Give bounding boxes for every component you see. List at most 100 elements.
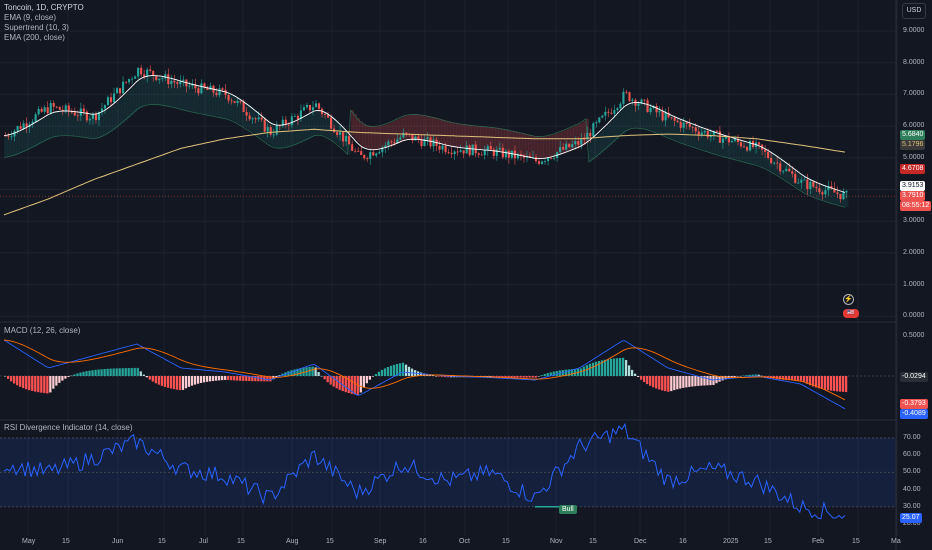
macd-histogram-bar (224, 376, 227, 380)
supertrend-band (362, 123, 367, 148)
supertrend-band (91, 114, 95, 139)
supertrend-band (757, 145, 761, 166)
supertrend-band (205, 87, 210, 115)
currency-selector[interactable]: USD (902, 3, 926, 19)
candle-body (384, 145, 387, 148)
macd-histogram-bar (175, 376, 179, 390)
macd-histogram-bar (422, 373, 426, 376)
candle-body (326, 114, 330, 118)
supertrend-band (305, 115, 309, 140)
macd-histogram-bar (245, 376, 248, 381)
flash-icon[interactable]: ⚡ (843, 294, 854, 305)
supertrend-band (751, 143, 755, 165)
macd-histogram-bar (721, 376, 724, 381)
candle-body (453, 151, 456, 155)
macd-histogram-bar (649, 376, 652, 386)
price-axis-label: 9.0000 (903, 27, 925, 34)
macd-histogram-bar (299, 368, 302, 376)
candle-body (595, 122, 598, 124)
candle-body (670, 117, 673, 119)
macd-histogram-bar (332, 376, 335, 387)
macd-histogram-bar (404, 364, 408, 376)
macd-histogram-bar (221, 376, 224, 381)
supertrend-band (88, 113, 92, 138)
macd-histogram-bar (567, 369, 570, 376)
ema200-line (3, 128, 846, 216)
macd-line-tag: -0.4089 (900, 409, 928, 419)
candle-body (637, 103, 640, 106)
macd-histogram-bar (501, 376, 504, 378)
candle-body (531, 156, 535, 158)
supertrend-band (630, 103, 635, 129)
macd-histogram-bar (302, 367, 305, 376)
candle-body (158, 78, 161, 81)
supertrend-band (582, 121, 587, 146)
candle-body (360, 151, 363, 155)
macd-histogram-bar (609, 358, 613, 376)
candle-body (179, 80, 182, 84)
candle-body (504, 151, 507, 158)
macd-histogram-bar (624, 360, 628, 376)
candle-body (131, 78, 134, 80)
time-axis-label: May (22, 538, 36, 545)
macd-histogram-bar (230, 376, 233, 381)
supertrend-band (438, 118, 442, 144)
us-flag-icon[interactable]: 🇺🇸 (843, 309, 859, 318)
macd-histogram-bar (211, 376, 215, 381)
macd-histogram-bar (359, 376, 362, 393)
macd-histogram-bar (160, 376, 164, 386)
macd-histogram-bar (543, 374, 546, 376)
ema9-legend[interactable]: EMA (9, close) (4, 13, 57, 22)
candle-body (251, 118, 254, 120)
candle-body (489, 146, 492, 150)
candle-body (188, 85, 191, 87)
supertrend-band (543, 136, 547, 159)
candle-body (405, 132, 408, 134)
candle-body (348, 135, 351, 145)
rsi-legend[interactable]: RSI Divergence Indicator (14, close) (4, 423, 133, 432)
macd-histogram-bar (127, 368, 130, 376)
supertrend-band (661, 110, 665, 135)
candle-body (697, 131, 700, 135)
symbol-title[interactable]: Toncoin, 1D, CRYPTO (4, 3, 84, 12)
candle-body (112, 93, 116, 103)
supertrend-band (649, 105, 653, 131)
macd-histogram-bar (154, 376, 157, 384)
macd-legend[interactable]: MACD (12, 26, close) (4, 326, 81, 335)
supertrend-band (178, 80, 183, 109)
candle-body (507, 151, 510, 158)
macd-histogram-bar (130, 367, 133, 376)
supertrend-band (133, 84, 137, 113)
macd-histogram-bar (401, 362, 405, 376)
supertrend-band (459, 123, 463, 148)
macd-histogram-bar (362, 376, 365, 388)
supertrend-band (160, 76, 165, 105)
supertrend-legend[interactable]: Supertrend (10, 3) (4, 23, 69, 32)
supertrend-band (646, 104, 650, 130)
macd-histogram-bar (269, 376, 272, 382)
macd-histogram-bar (742, 375, 745, 377)
macd-histogram-bar (787, 376, 790, 381)
supertrend-band (802, 175, 807, 193)
macd-histogram-bar (522, 376, 525, 378)
candle-body (233, 101, 236, 103)
candle-body (447, 152, 450, 153)
macd-histogram-bar (386, 367, 390, 376)
ema200-legend[interactable]: EMA (200, close) (4, 33, 65, 42)
supertrend-band (603, 127, 608, 151)
supertrend-band (413, 114, 418, 140)
rsi-axis-label: 60.00 (903, 451, 921, 459)
macd-histogram-bar (4, 376, 7, 377)
candle-body (691, 126, 694, 128)
price-axis-label: 1.0000 (903, 280, 925, 288)
candle-body (628, 92, 631, 102)
macd-histogram-bar (178, 376, 182, 391)
candle-body (170, 80, 173, 84)
macd-histogram-bar (450, 376, 453, 378)
price-tag-supertrend-down: 4.6708 (900, 164, 926, 174)
supertrend-band (673, 116, 677, 141)
supertrend-band (522, 133, 526, 156)
macd-histogram-bar (82, 371, 85, 376)
macd-histogram-bar (187, 376, 191, 387)
candle-body (673, 117, 676, 121)
